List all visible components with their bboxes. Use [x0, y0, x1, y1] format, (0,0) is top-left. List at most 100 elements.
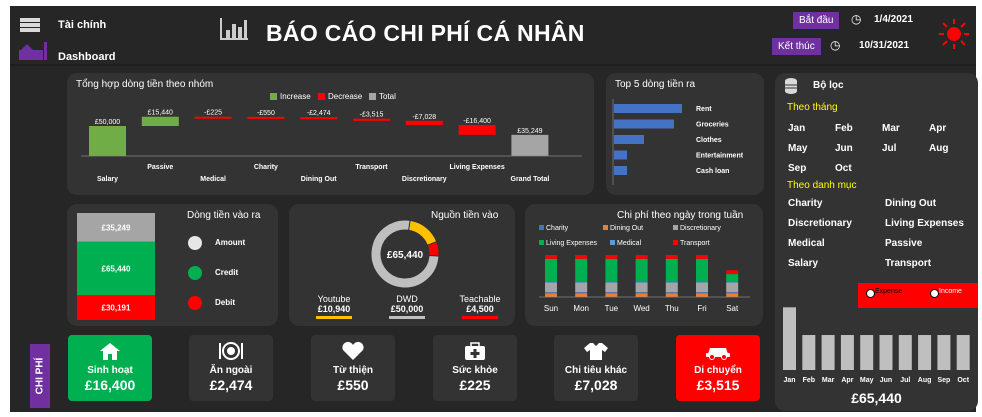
- category-filter-passive[interactable]: Passive: [885, 238, 923, 249]
- weekday-legend-swatch: [539, 240, 544, 245]
- waterfall-bar-dining-out: [300, 117, 338, 120]
- monthly-label: Mar: [822, 377, 835, 384]
- month-filter-jan[interactable]: Jan: [788, 123, 806, 134]
- app-label: Tài chính: [58, 19, 107, 31]
- weekday-legend-label: Dining Out: [610, 225, 643, 232]
- monthly-label: Feb: [803, 377, 815, 384]
- waterfall-value-label: -£2,474: [307, 110, 331, 117]
- filter-panel: Bộ lọc Theo tháng Theo danh mục Expense …: [775, 73, 978, 411]
- month-filter-jun[interactable]: Jun: [835, 143, 853, 154]
- flow-segment-label: £35,249: [102, 223, 131, 232]
- income-source-underline: [389, 316, 425, 319]
- nav-dashboard[interactable]: Dashboard: [58, 51, 116, 63]
- top5-category-label: Groceries: [696, 122, 729, 129]
- waterfall-category-label: Transport: [355, 164, 388, 171]
- kpi-card-car[interactable]: Di chuyển £3,515: [676, 335, 760, 401]
- category-filter-salary[interactable]: Salary: [788, 258, 819, 269]
- kpi-label: Chi tiêu khác: [564, 365, 628, 376]
- weekday-bar-segment: [635, 281, 648, 283]
- kpi-card-heart[interactable]: Từ thiện £550: [311, 335, 395, 401]
- month-filter-sep[interactable]: Sep: [788, 163, 807, 174]
- kpi-card-shirt[interactable]: Chi tiêu khác £7,028: [554, 335, 638, 401]
- weekday-bar-segment: [605, 255, 618, 259]
- category-filter-medical[interactable]: Medical: [788, 238, 825, 249]
- flow-segment-debit: [77, 295, 155, 320]
- weekday-label: Wed: [633, 304, 649, 313]
- kpi-value: £550: [337, 377, 369, 393]
- end-date-value[interactable]: 10/31/2021: [859, 40, 910, 51]
- top5-category-label: Clothes: [696, 137, 722, 144]
- kpi-card-house[interactable]: Sinh hoạt £16,400: [68, 335, 152, 401]
- weekday-bar-segment: [545, 255, 557, 259]
- monthly-bar: [937, 335, 951, 370]
- shirt-icon: [554, 341, 638, 363]
- weekday-label: Tue: [605, 304, 619, 313]
- top5-bar: [614, 104, 682, 113]
- waterfall-value-label: £15,440: [148, 110, 173, 117]
- tab-chi-phi[interactable]: CHI PHÍ: [30, 344, 50, 408]
- legend-swatch-increase: [270, 93, 277, 100]
- month-filter-oct[interactable]: Oct: [835, 163, 852, 174]
- waterfall-category-label: Medical: [200, 176, 226, 183]
- month-filter-aug[interactable]: Aug: [929, 143, 949, 154]
- dashboard-icon[interactable]: [19, 44, 43, 60]
- weekday-bar-segment: [545, 292, 557, 294]
- weekday-label: Fri: [697, 304, 707, 313]
- header-divider: [10, 64, 976, 66]
- weekday-bar-segment: [726, 281, 739, 283]
- monthly-label: Sep: [937, 377, 950, 384]
- waterfall-category-label: Grand Total: [511, 176, 550, 183]
- car-icon: [676, 341, 760, 363]
- weekday-bar-segment: [665, 258, 678, 282]
- income-source-underline: [316, 316, 352, 319]
- flow-segment-amount: [77, 213, 155, 242]
- category-filter-dining-out[interactable]: Dining Out: [885, 198, 937, 209]
- top5-bar: [614, 135, 644, 144]
- start-date-value[interactable]: 1/4/2021: [874, 14, 913, 25]
- weekday-bar-segment: [545, 258, 557, 282]
- server-icon[interactable]: [20, 18, 40, 32]
- weekday-bar-segment: [545, 282, 557, 293]
- kpi-label: Di chuyển: [694, 365, 742, 376]
- radio-income[interactable]: [930, 289, 939, 298]
- month-filter-mar[interactable]: Mar: [882, 123, 900, 134]
- flow-segment-label: £65,440: [102, 265, 131, 274]
- month-filter-apr[interactable]: Apr: [929, 123, 947, 134]
- category-filter-discretionary[interactable]: Discretionary: [788, 218, 852, 229]
- weekday-bar-segment: [575, 258, 588, 282]
- top5-bar: [614, 119, 674, 129]
- legend-swatch-decrease: [318, 93, 325, 100]
- kpi-label: Sinh hoạt: [87, 365, 133, 376]
- kpi-value: £225: [459, 377, 491, 393]
- month-filter-feb[interactable]: Feb: [835, 123, 853, 134]
- kpi-card-dining[interactable]: Ăn ngoài £2,474: [189, 335, 273, 401]
- waterfall-category-label: Charity: [254, 164, 278, 171]
- weekday-legend-label: Discretionary: [680, 225, 721, 232]
- category-filter-living-expenses[interactable]: Living Expenses: [885, 218, 964, 229]
- category-filter-transport[interactable]: Transport: [885, 258, 932, 269]
- legend-swatch-total: [369, 93, 376, 100]
- weekday-legend-swatch: [539, 225, 544, 230]
- weekday-bar-segment: [696, 281, 708, 283]
- category-filter-charity[interactable]: Charity: [788, 198, 823, 209]
- month-filter-may[interactable]: May: [788, 143, 808, 154]
- waterfall-value-label: £35,249: [517, 128, 542, 135]
- monthly-bar: [918, 335, 932, 370]
- sun-icon[interactable]: [938, 18, 970, 50]
- income-source-name: DWD: [396, 294, 418, 304]
- house-icon: [68, 341, 152, 363]
- monthly-label: Aug: [918, 377, 932, 384]
- weekday-bar-segment: [605, 293, 618, 297]
- group-panel: Tổng hợp dòng tiền theo nhóm Increase De…: [67, 73, 594, 195]
- flow-segment-label: £30,191: [102, 304, 131, 313]
- waterfall-bar-passive: [141, 116, 179, 126]
- weekday-bar-segment: [665, 282, 678, 293]
- radio-expense[interactable]: [866, 289, 875, 298]
- kpi-card-medical-kit[interactable]: Sức khỏe £225: [433, 335, 517, 401]
- weekday-title: Chi phí theo ngày trong tuần: [617, 210, 744, 221]
- month-filter-jul[interactable]: Jul: [882, 143, 897, 154]
- weekday-stacked-chart: Charity Dining Out Discretionary Living Exp…: [539, 225, 750, 313]
- weekday-bar-segment: [575, 293, 588, 297]
- donut-slice-youtube: [408, 219, 438, 246]
- kpi-value: £3,515: [696, 377, 740, 393]
